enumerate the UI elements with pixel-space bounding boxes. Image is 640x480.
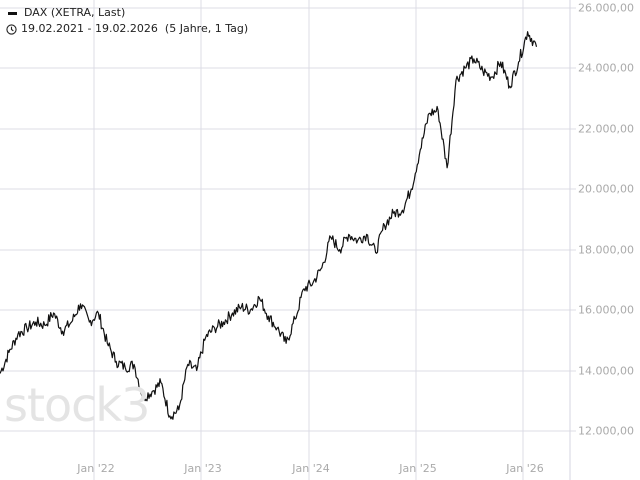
dax-price-line: [0, 31, 538, 420]
series-color-swatch-icon: [8, 11, 17, 15]
legend-range-label: 19.02.2021 - 19.02.2026 (5 Jahre, 1 Tag): [21, 22, 249, 35]
clock-icon: [6, 23, 17, 35]
x-tick-label: Jan '23: [184, 462, 222, 475]
y-tick-label: 20.000,00: [578, 182, 634, 196]
y-tick-label: 22.000,00: [578, 122, 634, 136]
legend-series[interactable]: DAX (XETRA, Last): [6, 5, 248, 21]
y-tick-label: 18.000,00: [578, 243, 634, 257]
stock3-watermark: stock3: [4, 378, 150, 432]
legend-series-label: DAX (XETRA, Last): [24, 6, 126, 19]
y-tick-label: 12.000,00: [578, 424, 634, 438]
chart-legend: DAX (XETRA, Last) 19.02.2021 - 19.02.202…: [6, 5, 248, 37]
x-tick-label: Jan '24: [292, 462, 330, 475]
y-tick-label: 26.000,00: [578, 1, 634, 15]
x-tick-label: Jan '26: [506, 462, 544, 475]
y-tick-label: 16.000,00: [578, 303, 634, 317]
y-tick-label: 14.000,00: [578, 364, 634, 378]
x-tick-label: Jan '25: [399, 462, 437, 475]
legend-time-range[interactable]: 19.02.2021 - 19.02.2026 (5 Jahre, 1 Tag): [6, 21, 248, 37]
x-tick-label: Jan '22: [77, 462, 115, 475]
grid-lines: [0, 0, 576, 480]
y-tick-label: 24.000,00: [578, 61, 634, 75]
